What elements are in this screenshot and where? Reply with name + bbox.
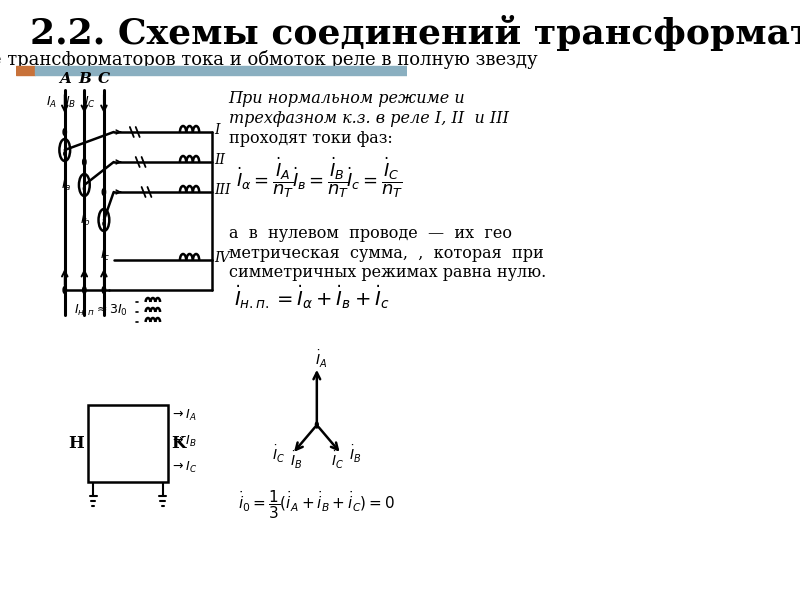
Text: $\dot{I}_B$: $\dot{I}_B$: [349, 443, 362, 464]
Text: $\dot{I}_{н.п.} = \dot{I}_{\alpha} + \dot{I}_{в} + \dot{I}_c$: $\dot{I}_{н.п.} = \dot{I}_{\alpha} + \do…: [234, 283, 389, 311]
Text: проходят токи фаз:: проходят токи фаз:: [229, 130, 393, 147]
Text: K: K: [171, 435, 186, 452]
Circle shape: [102, 188, 106, 196]
Text: $I_{н.п} \approx 3I_0$: $I_{н.п} \approx 3I_0$: [74, 302, 128, 317]
Text: $\rightarrow I_B$: $\rightarrow I_B$: [170, 433, 197, 449]
Text: При нормальном режиме и: При нормальном режиме и: [229, 90, 466, 107]
Text: $\dot{I}_C$: $\dot{I}_C$: [271, 443, 285, 464]
Text: $\dot{I}_B$: $\dot{I}_B$: [290, 449, 302, 470]
Text: $I_A$: $I_A$: [46, 94, 57, 110]
Text: B: B: [78, 72, 90, 86]
Text: I: I: [214, 123, 219, 137]
Text: III: III: [214, 183, 230, 197]
Circle shape: [103, 221, 105, 226]
Circle shape: [82, 286, 86, 293]
Circle shape: [63, 128, 66, 136]
Circle shape: [63, 286, 66, 293]
Text: $\dot{I}_c = \dfrac{\dot{I}_C}{n_T}$: $\dot{I}_c = \dfrac{\dot{I}_C}{n_T}$: [346, 155, 403, 200]
Text: $\dot{I}_{в} = \dfrac{\dot{I}_B}{n_T}$: $\dot{I}_{в} = \dfrac{\dot{I}_B}{n_T}$: [292, 155, 350, 200]
Text: H: H: [69, 435, 84, 452]
Text: $I_c$: $I_c$: [100, 248, 110, 263]
Bar: [16, 66, 35, 75]
Text: $I_B$: $I_B$: [66, 94, 77, 110]
Text: $\rightarrow I_A$: $\rightarrow I_A$: [170, 407, 197, 422]
Text: $I_C$: $I_C$: [84, 94, 96, 110]
Text: $I_a$: $I_a$: [61, 178, 71, 193]
Circle shape: [64, 152, 66, 155]
Text: C: C: [98, 72, 110, 86]
FancyBboxPatch shape: [88, 405, 167, 482]
Text: IV: IV: [214, 251, 230, 265]
Text: 2.2. Схемы соединений трансформаторов тока: 2.2. Схемы соединений трансформаторов то…: [30, 15, 800, 51]
Circle shape: [315, 422, 318, 428]
Text: II: II: [214, 153, 225, 167]
Circle shape: [83, 187, 86, 191]
Text: $\dot{i}_0 = \dfrac{1}{3}(\dot{i}_A + \dot{i}_B + \dot{i}_C) = 0$: $\dot{i}_0 = \dfrac{1}{3}(\dot{i}_A + \d…: [238, 488, 395, 521]
Text: $\dot{I}_A$: $\dot{I}_A$: [314, 349, 327, 370]
Text: трехфазном к.з. в реле I, II  и III: трехфазном к.з. в реле I, II и III: [229, 110, 509, 127]
Text: A: A: [59, 72, 70, 86]
Text: $\rightarrow I_C$: $\rightarrow I_C$: [170, 460, 198, 475]
Text: а  в  нулевом  проводе  —  их  гео
метрическая  сумма,  ,  которая  при
симметри: а в нулевом проводе — их гео метрическая…: [229, 225, 546, 281]
Text: $\dot{I}_C$: $\dot{I}_C$: [331, 449, 344, 470]
Bar: [35, 66, 407, 75]
Text: $\dot{I}_{\alpha} = \dfrac{\dot{I}_A}{n_T}$: $\dot{I}_{\alpha} = \dfrac{\dot{I}_A}{n_…: [236, 155, 294, 200]
Circle shape: [102, 286, 106, 293]
Text: $I_b$: $I_b$: [80, 213, 90, 228]
Circle shape: [82, 158, 86, 166]
Text: Соединение трансформаторов тока и обмоток реле в полную звезду: Соединение трансформаторов тока и обмото…: [0, 50, 538, 69]
